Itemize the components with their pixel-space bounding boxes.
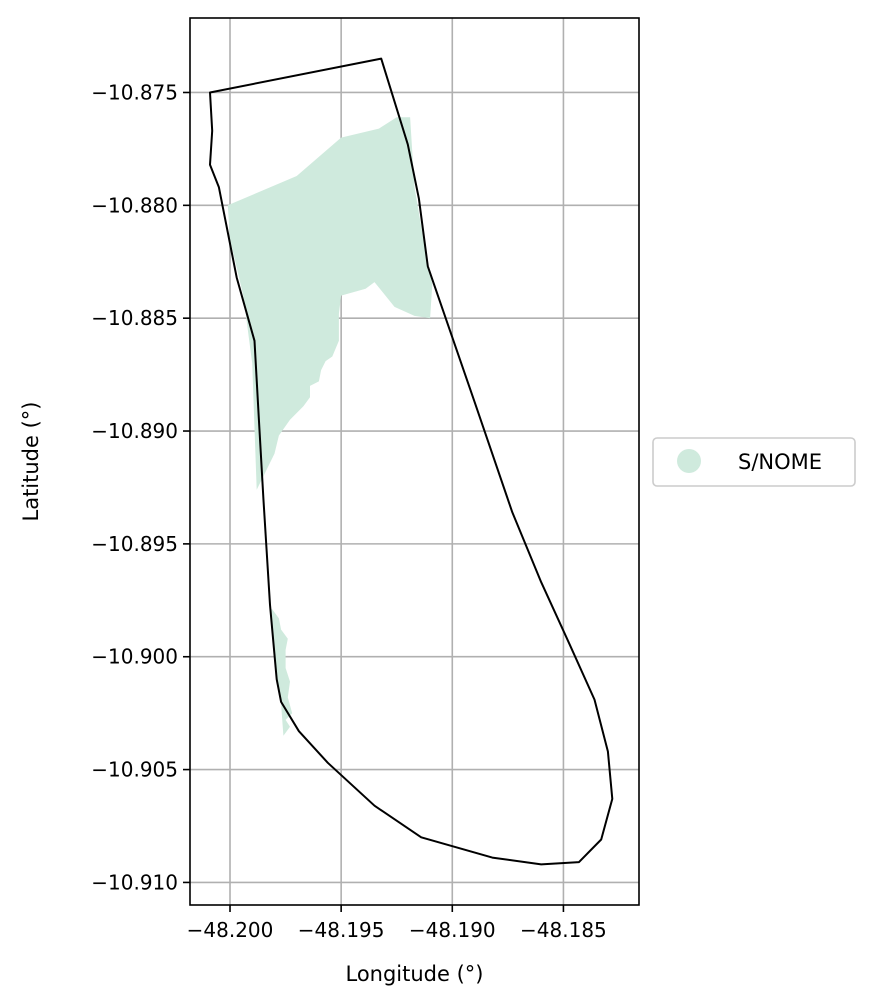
y-axis-label: Latitude (°)	[19, 402, 43, 522]
y-tick-label-5: −10.900	[91, 645, 178, 669]
legend-marker	[677, 449, 701, 473]
x-tick-label-3: −48.185	[520, 918, 607, 942]
y-tick-label-4: −10.895	[91, 532, 178, 556]
legend-box	[652, 437, 856, 487]
boundary-polygon	[209, 57, 614, 866]
boundary-outline	[209, 57, 614, 866]
y-tick-label-2: −10.885	[91, 306, 178, 330]
y-tick-label-1: −10.880	[91, 193, 178, 217]
legend-entry-label: S/NOME	[738, 450, 822, 474]
y-tick-label-0: −10.875	[91, 80, 178, 104]
y-tick-label-3: −10.890	[91, 419, 178, 443]
legend: S/NOME	[652, 437, 856, 487]
y-tick-label-6: −10.905	[91, 758, 178, 782]
axis-ticks: −48.200 −48.195 −48.190 −48.185 −10.875 −10.8…	[91, 80, 607, 942]
axes-frame	[189, 17, 640, 906]
region-polygon-1	[270, 609, 293, 736]
x-tick-label-0: −48.200	[187, 918, 274, 942]
region-polygons	[227, 117, 433, 736]
x-axis-label: Longitude (°)	[345, 962, 483, 986]
x-tick-label-1: −48.195	[298, 918, 385, 942]
y-tick-label-7: −10.910	[91, 870, 178, 894]
x-tick-label-2: −48.190	[409, 918, 496, 942]
region-polygon-0	[227, 117, 433, 490]
